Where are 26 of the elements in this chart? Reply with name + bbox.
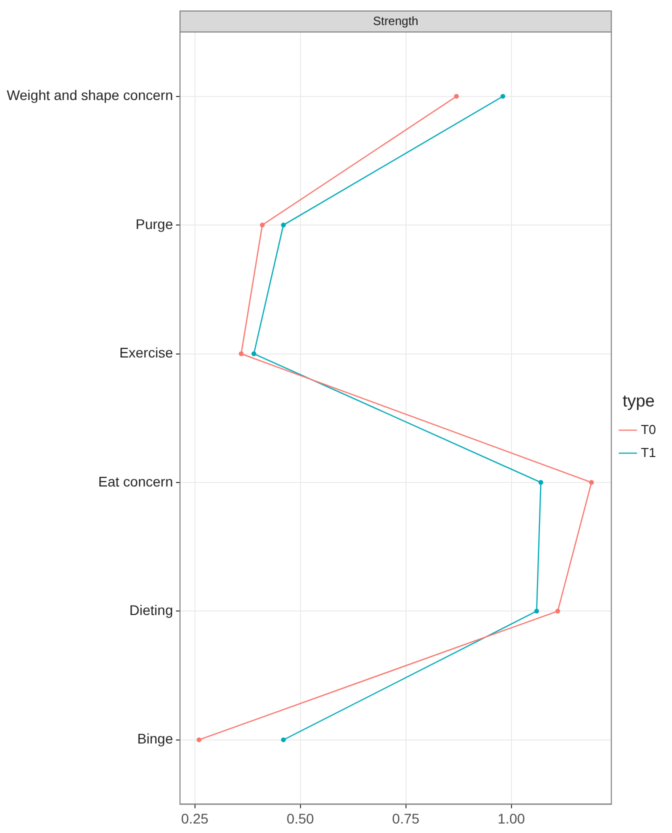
y-tick-label: Eat concern <box>98 473 173 490</box>
y-tick-label: Dieting <box>129 602 173 618</box>
legend-label: T0 <box>640 422 656 437</box>
y-tick-label: Weight and shape concern <box>6 87 173 104</box>
y-tick-label: Exercise <box>119 344 174 361</box>
point <box>589 480 594 485</box>
x-tick-label: 0.50 <box>286 810 314 826</box>
y-tick-label: Purge <box>136 216 174 232</box>
point <box>196 737 202 742</box>
point <box>555 608 560 614</box>
point <box>281 737 286 742</box>
point <box>281 222 286 228</box>
x-tick-label: 0.75 <box>392 810 420 826</box>
y-tick-label: Binge <box>137 730 174 747</box>
x-tick-label: 0.25 <box>181 810 209 826</box>
point <box>454 94 459 99</box>
point <box>260 222 265 228</box>
point <box>534 608 540 614</box>
legend-label: T1 <box>640 444 656 460</box>
point <box>251 351 256 356</box>
point <box>238 351 244 356</box>
legend-title: type <box>622 391 655 410</box>
point <box>538 480 544 485</box>
x-tick-label: 1.00 <box>498 810 526 826</box>
chart-title: Strength <box>372 14 418 28</box>
point <box>500 94 506 99</box>
